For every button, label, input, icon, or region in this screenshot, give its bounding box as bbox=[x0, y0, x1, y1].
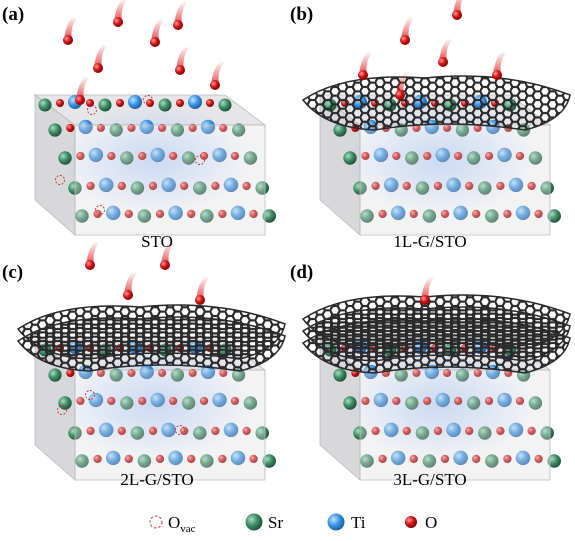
panel-d: (d) 3L-G/STO bbox=[290, 262, 571, 489]
legend-icon bbox=[245, 513, 263, 531]
panel-label: (c) bbox=[2, 262, 23, 283]
panel-caption: STO bbox=[141, 232, 173, 251]
legend-icon bbox=[149, 515, 163, 529]
panel-a: (a) STO bbox=[2, 0, 276, 251]
panel-c: (c) 2L-G/STO bbox=[2, 241, 286, 489]
panel-caption: 3L-G/STO bbox=[393, 470, 466, 489]
legend: Ovac Sr Ti O bbox=[149, 513, 437, 535]
panel-caption: 2L-G/STO bbox=[120, 470, 193, 489]
legend-label: Ti bbox=[351, 513, 366, 532]
panel-caption: 1L-G/STO bbox=[393, 232, 466, 251]
panel-label: (a) bbox=[2, 4, 24, 25]
legend-icon bbox=[405, 516, 417, 528]
panel-b: (b) 1L-G/STO bbox=[290, 0, 571, 251]
legend-label: O bbox=[425, 513, 437, 532]
panel-label: (d) bbox=[290, 262, 313, 283]
legend-label: Ovac bbox=[168, 513, 196, 535]
panel-label: (b) bbox=[290, 4, 313, 25]
legend-label: Sr bbox=[268, 513, 283, 532]
legend-icon bbox=[327, 513, 345, 531]
